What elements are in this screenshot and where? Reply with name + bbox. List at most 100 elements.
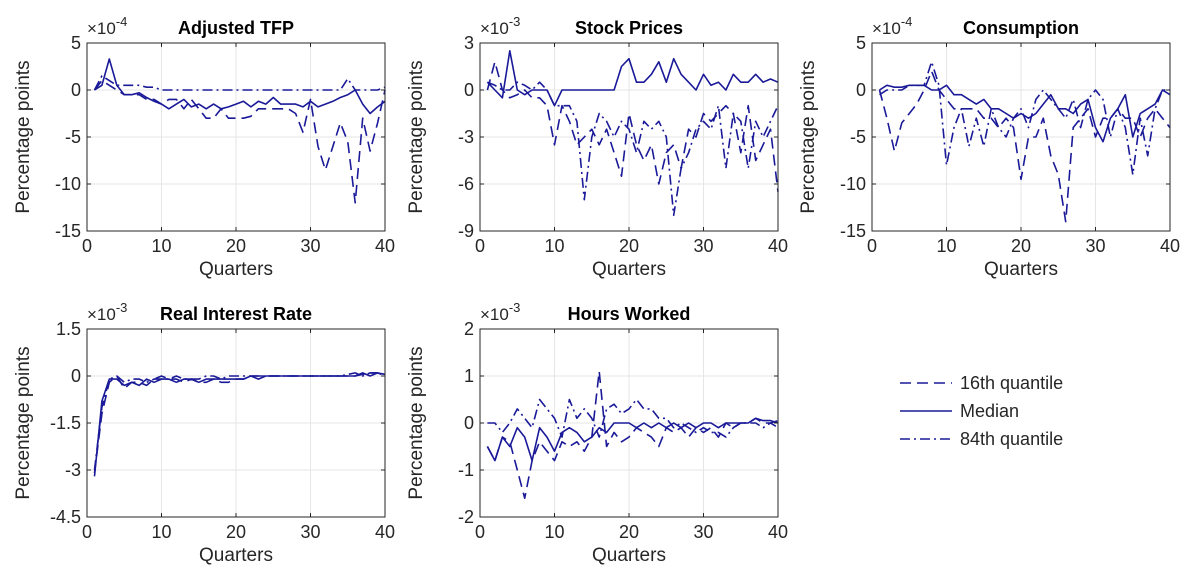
exponent-base: ×10 xyxy=(480,19,509,38)
y-tick-label: -3 xyxy=(458,127,474,147)
panel-stock-prices: 0 10 20 30 40 -9 -6 -3 0 3 Quarters Percentage poin… xyxy=(406,14,788,280)
exponent-power: -3 xyxy=(116,300,128,315)
x-tick-label: 10 xyxy=(151,522,171,542)
x-tick-label: 10 xyxy=(936,236,956,256)
panel-hours-worked: 0 10 20 30 40 -2 -1 0 1 2 Quarters Percentage point… xyxy=(406,300,788,566)
legend: 16th quantile Median 84th quantile xyxy=(900,373,1063,449)
exponent-base: ×10 xyxy=(87,19,116,38)
y-axis-label: Percentage points xyxy=(13,60,34,213)
panel-real-interest-rate: 0 10 20 30 40 -4.5 -3 -1.5 0 1.5 Quarters Percentag… xyxy=(13,300,395,566)
series-line-dashdot xyxy=(487,81,779,217)
x-tick-label: 20 xyxy=(226,522,246,542)
exponent-power: -4 xyxy=(901,14,913,29)
x-tick-label: 30 xyxy=(300,522,320,542)
series-line-solid xyxy=(486,417,779,462)
y-tick-label: 0 xyxy=(71,80,81,100)
x-tick-label: 20 xyxy=(619,236,639,256)
y-exponent-label: ×10-3 xyxy=(480,300,520,324)
y-exponent-label: ×10-3 xyxy=(480,14,520,38)
x-tick-label: 10 xyxy=(544,522,564,542)
panel-consumption: 0 10 20 30 40 -15 -10 -5 0 5 Quarters Percentage po… xyxy=(798,14,1180,280)
panel-title: Hours Worked xyxy=(568,304,691,324)
y-tick-label: -9 xyxy=(458,221,474,241)
series-line-dashed xyxy=(878,70,1171,223)
x-tick-label: 40 xyxy=(768,522,788,542)
x-tick-label: 40 xyxy=(375,522,395,542)
x-tick-label: 10 xyxy=(151,236,171,256)
x-tick-label: 20 xyxy=(619,522,639,542)
y-tick-label: 2 xyxy=(464,319,474,339)
y-tick-label: -5 xyxy=(850,127,866,147)
y-tick-label: -1.5 xyxy=(50,413,81,433)
panel-title: Adjusted TFP xyxy=(178,18,294,38)
y-tick-label: 5 xyxy=(71,33,81,53)
x-tick-label: 40 xyxy=(375,236,395,256)
series-line-dashed xyxy=(93,79,386,204)
exponent-power: -3 xyxy=(509,14,521,29)
x-axis-label: Quarters xyxy=(592,545,666,566)
x-tick-label: 30 xyxy=(1085,236,1105,256)
y-tick-label: 0 xyxy=(71,366,81,386)
series-line-solid xyxy=(94,58,386,115)
y-tick-label: 5 xyxy=(856,33,866,53)
y-tick-label: 0 xyxy=(856,80,866,100)
panel-title: Stock Prices xyxy=(575,18,683,38)
x-axis-label: Quarters xyxy=(199,545,273,566)
x-tick-label: 30 xyxy=(300,236,320,256)
y-axis-label: Percentage points xyxy=(13,346,34,499)
y-tick-label: -6 xyxy=(458,174,474,194)
x-tick-label: 0 xyxy=(82,522,92,542)
y-tick-label: 1.5 xyxy=(56,319,81,339)
x-tick-label: 10 xyxy=(544,236,564,256)
y-tick-label: 0 xyxy=(464,80,474,100)
exponent-base: ×10 xyxy=(480,305,509,324)
legend-label: 84th quantile xyxy=(960,429,1063,449)
x-axis-label: Quarters xyxy=(984,259,1058,280)
panel-title: Real Interest Rate xyxy=(160,304,312,324)
series-line-solid xyxy=(879,84,1171,143)
x-tick-label: 0 xyxy=(82,236,92,256)
y-tick-label: 0 xyxy=(464,413,474,433)
x-tick-label: 40 xyxy=(768,236,788,256)
x-tick-label: 0 xyxy=(475,236,485,256)
x-axis-label: Quarters xyxy=(199,259,273,280)
y-axis-label: Percentage points xyxy=(406,346,427,499)
y-tick-label: -10 xyxy=(840,174,866,194)
y-axis-label: Percentage points xyxy=(406,60,427,213)
x-tick-label: 0 xyxy=(867,236,877,256)
panel-adjusted-tfp: 0 10 20 30 40 -15 -10 -5 0 5 Quarters Percentage po… xyxy=(13,14,395,280)
y-tick-label: 3 xyxy=(464,33,474,53)
x-tick-label: 0 xyxy=(475,522,485,542)
x-tick-label: 20 xyxy=(1011,236,1031,256)
y-tick-label: -5 xyxy=(65,127,81,147)
y-tick-label: 1 xyxy=(464,366,474,386)
series-line-solid xyxy=(486,49,779,107)
y-tick-label: -15 xyxy=(840,221,866,241)
exponent-power: -3 xyxy=(509,300,521,315)
y-axis-label: Percentage points xyxy=(798,60,819,213)
exponent-base: ×10 xyxy=(872,19,901,38)
series-line-dashdot xyxy=(93,75,386,91)
y-tick-label: -10 xyxy=(55,174,81,194)
y-exponent-label: ×10-3 xyxy=(87,300,127,324)
series-line-dashdot xyxy=(487,398,779,438)
y-tick-label: -15 xyxy=(55,221,81,241)
exponent-power: -4 xyxy=(116,14,128,29)
x-axis-label: Quarters xyxy=(592,259,666,280)
y-exponent-label: ×10-4 xyxy=(87,14,127,38)
series-line-dashdot xyxy=(879,60,1170,176)
y-exponent-label: ×10-4 xyxy=(872,14,912,38)
legend-label: Median xyxy=(960,401,1019,421)
x-tick-label: 20 xyxy=(226,236,246,256)
exponent-base: ×10 xyxy=(87,305,116,324)
legend-label: 16th quantile xyxy=(960,373,1063,393)
x-tick-label: 30 xyxy=(693,236,713,256)
series-line-dashed xyxy=(486,370,779,500)
x-tick-label: 40 xyxy=(1160,236,1180,256)
x-tick-label: 30 xyxy=(693,522,713,542)
panel-title: Consumption xyxy=(963,18,1079,38)
y-tick-label: -1 xyxy=(458,460,474,480)
y-tick-label: -2 xyxy=(458,507,474,527)
y-tick-label: -4.5 xyxy=(50,507,81,527)
